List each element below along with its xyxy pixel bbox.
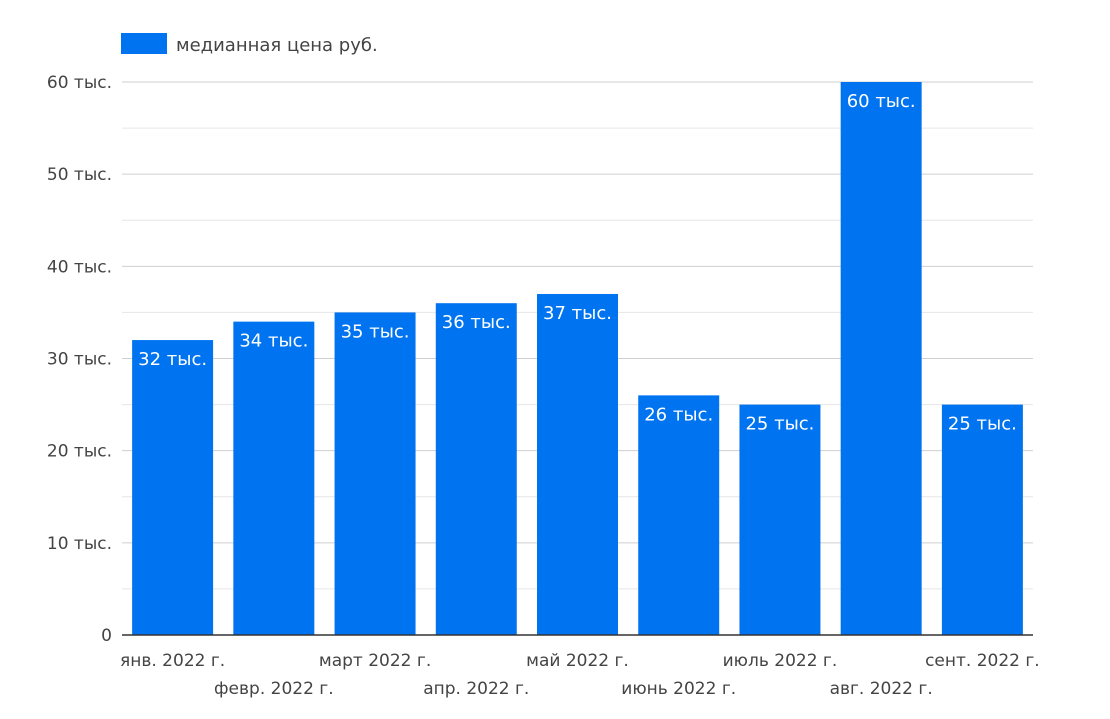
bar [638, 395, 720, 635]
bar-data-label: 25 тыс. [745, 414, 814, 435]
x-tick-label: февр. 2022 г. [214, 679, 334, 699]
bar [132, 340, 214, 635]
x-tick-label: март 2022 г. [319, 651, 431, 671]
bar-data-label: 32 тыс. [138, 349, 207, 370]
bar-data-label: 34 тыс. [239, 331, 308, 352]
x-tick-label: июнь 2022 г. [621, 679, 736, 699]
bar [334, 312, 416, 635]
bar-data-label: 37 тыс. [543, 303, 612, 324]
y-tick-label: 40 тыс. [47, 257, 112, 277]
x-tick-label: авг. 2022 г. [830, 679, 933, 699]
x-tick-label: апр. 2022 г. [423, 679, 529, 699]
bar-data-label: 25 тыс. [948, 414, 1017, 435]
bar [435, 303, 517, 635]
bar [739, 404, 821, 635]
y-tick-label: 10 тыс. [47, 534, 112, 554]
bar [941, 404, 1023, 635]
y-tick-label: 50 тыс. [47, 165, 112, 185]
x-tick-label: сент. 2022 г. [925, 651, 1040, 671]
y-tick-label: 20 тыс. [47, 442, 112, 462]
bar-data-label: 35 тыс. [341, 321, 410, 342]
x-tick-label: май 2022 г. [526, 651, 629, 671]
legend-swatch [121, 33, 167, 54]
bar [537, 293, 618, 635]
y-tick-label: 30 тыс. [47, 350, 112, 370]
x-tick-label: янв. 2022 г. [120, 651, 225, 671]
bar-data-label: 60 тыс. [847, 91, 916, 112]
y-tick-label: 60 тыс. [47, 73, 112, 93]
legend: медианная цена руб. [121, 33, 378, 56]
bar-data-label: 26 тыс. [644, 404, 713, 425]
legend-label: медианная цена руб. [176, 35, 378, 56]
y-tick-label: 0 [101, 626, 112, 646]
bar [840, 82, 922, 635]
bar [233, 321, 315, 635]
bar-data-label: 36 тыс. [442, 312, 511, 333]
x-tick-label: июль 2022 г. [723, 651, 838, 671]
axes: 0 10 тыс. 20 тыс. 30 тыс. 40 тыс. 50 тыс. 60 т… [47, 73, 1040, 699]
bars: 32 тыс. 34 тыс. 35 тыс. 36 тыс. 37 тыс. 26 ты… [132, 82, 1023, 635]
